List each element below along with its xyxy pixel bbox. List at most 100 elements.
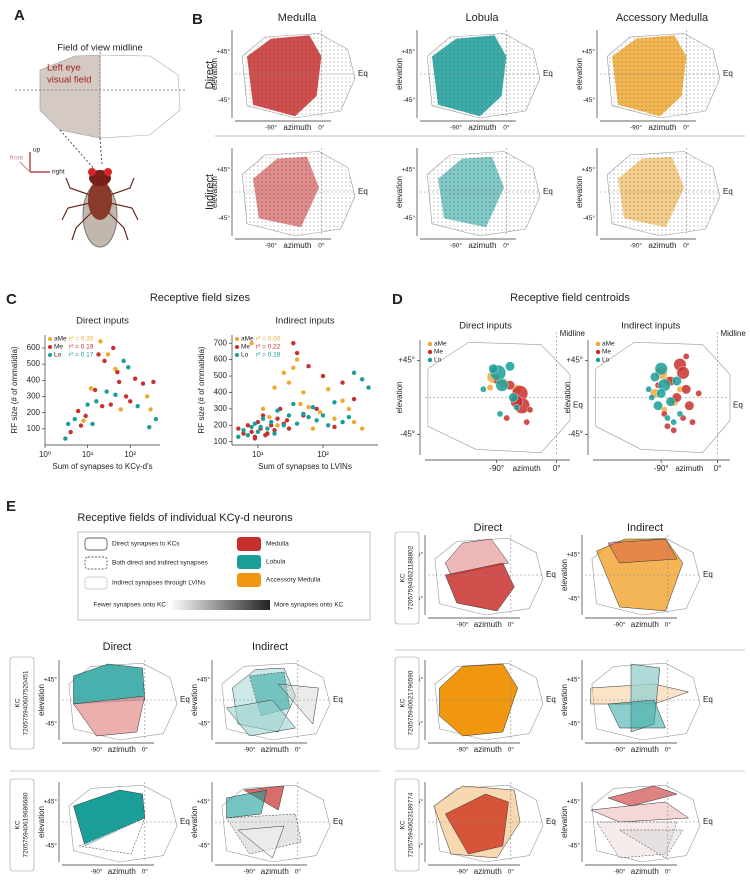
axis-label: azimuth	[474, 867, 502, 876]
point	[351, 396, 357, 402]
point	[265, 426, 270, 431]
point	[75, 408, 81, 414]
tick-label: 0°	[295, 746, 302, 754]
x-tick-label: -90°	[654, 464, 669, 473]
point	[291, 401, 296, 407]
y-tick-label: 200	[27, 408, 41, 417]
eq-label: Eq	[333, 817, 343, 826]
point	[294, 421, 300, 426]
column-title: Lobula	[465, 12, 499, 24]
kc-label: KC	[15, 698, 22, 707]
rf-shape	[612, 35, 687, 117]
bubble	[653, 400, 663, 411]
tick-label: -90°	[91, 868, 103, 876]
panel-label: D	[392, 291, 403, 308]
point	[153, 416, 159, 422]
tick-label: -90°	[614, 746, 626, 754]
rf-shape	[253, 156, 319, 228]
gradient-label: More synapses onto KC	[274, 602, 344, 609]
point	[351, 419, 357, 425]
legend-marker	[48, 345, 52, 349]
legend-swatch	[84, 556, 108, 570]
rf-shape	[590, 801, 690, 823]
eq-label: Eq	[546, 570, 556, 579]
eq-label: Eq	[180, 695, 190, 704]
legend-swatch	[237, 537, 261, 551]
bubble	[503, 414, 510, 422]
point	[90, 421, 95, 427]
kc-box	[394, 656, 420, 750]
midline-label: Midline	[720, 329, 746, 338]
y-tick-label: +45°	[398, 356, 415, 365]
point	[121, 358, 126, 364]
point	[310, 426, 316, 431]
axis-label: azimuth	[631, 620, 659, 629]
point	[241, 428, 246, 433]
rf-shape	[432, 35, 507, 117]
axis-label: elevation	[37, 806, 46, 838]
legend-stat: r² = 0.17	[69, 352, 94, 359]
point	[260, 406, 266, 412]
eq-label: Eq	[723, 187, 733, 196]
column-title: Indirect	[627, 522, 663, 534]
legend-marker	[48, 353, 52, 357]
legend-stat: r² = 0.35	[69, 336, 94, 343]
axis-arrow	[19, 161, 31, 173]
legend-label: Me	[602, 349, 611, 356]
axis-label: azimuth	[648, 241, 676, 250]
tick-label: 0°	[318, 124, 325, 132]
eq-label: Eq	[573, 401, 583, 410]
tick-label: -90°	[457, 746, 469, 754]
rf-shape	[277, 683, 319, 725]
panel-a-title: Field of view midline	[57, 43, 143, 54]
point	[325, 423, 331, 428]
bubble	[670, 427, 677, 434]
x-tick-label: 10⁰	[39, 450, 51, 459]
y-tick-label: -45°	[400, 430, 415, 439]
column-title: Accessory Medulla	[616, 12, 709, 24]
axis-label: right	[52, 169, 65, 176]
bubble	[645, 385, 652, 393]
legend-marker	[427, 349, 433, 355]
axis-label: azimuth	[631, 745, 659, 754]
map-outline	[591, 784, 701, 863]
point	[81, 418, 86, 423]
tick-label: -45°	[45, 842, 57, 850]
point	[294, 357, 300, 362]
tick-label: -90°	[457, 868, 469, 876]
tick-label: -45°	[45, 720, 57, 728]
x-tick-label: 10¹	[82, 450, 94, 459]
right-field	[99, 54, 181, 139]
rf-shape	[247, 35, 322, 117]
tick-label: +45°	[581, 48, 595, 56]
guide	[59, 129, 96, 171]
point	[249, 341, 254, 346]
eq-label: Eq	[546, 695, 556, 704]
bubble	[684, 400, 695, 411]
point	[317, 409, 323, 415]
tick-label: -90°	[265, 242, 277, 250]
legend-stat: r² = 0.22	[256, 344, 281, 351]
tick-label: -90°	[614, 621, 626, 629]
midline-label: Midline	[560, 329, 586, 338]
point	[72, 416, 77, 422]
kc-id: 720575940623189774	[408, 792, 415, 857]
tick-label: -90°	[450, 124, 462, 132]
row-title: Indirect	[204, 174, 216, 210]
tick-label: -90°	[450, 242, 462, 250]
point	[245, 423, 251, 428]
legend-marker	[235, 337, 239, 341]
legend-marker	[235, 345, 239, 349]
map-outline	[434, 662, 544, 741]
point	[340, 380, 345, 385]
bubble	[695, 390, 703, 397]
point	[310, 405, 316, 410]
tick-label: +45°	[196, 676, 210, 684]
tick-label: -45°	[568, 720, 580, 728]
fov-outline	[595, 341, 731, 454]
rf-shape	[607, 699, 666, 729]
rf-shape	[226, 699, 296, 737]
point	[332, 424, 337, 430]
tick-label: -45°	[583, 214, 595, 222]
legend-text: Medulla	[266, 541, 289, 548]
